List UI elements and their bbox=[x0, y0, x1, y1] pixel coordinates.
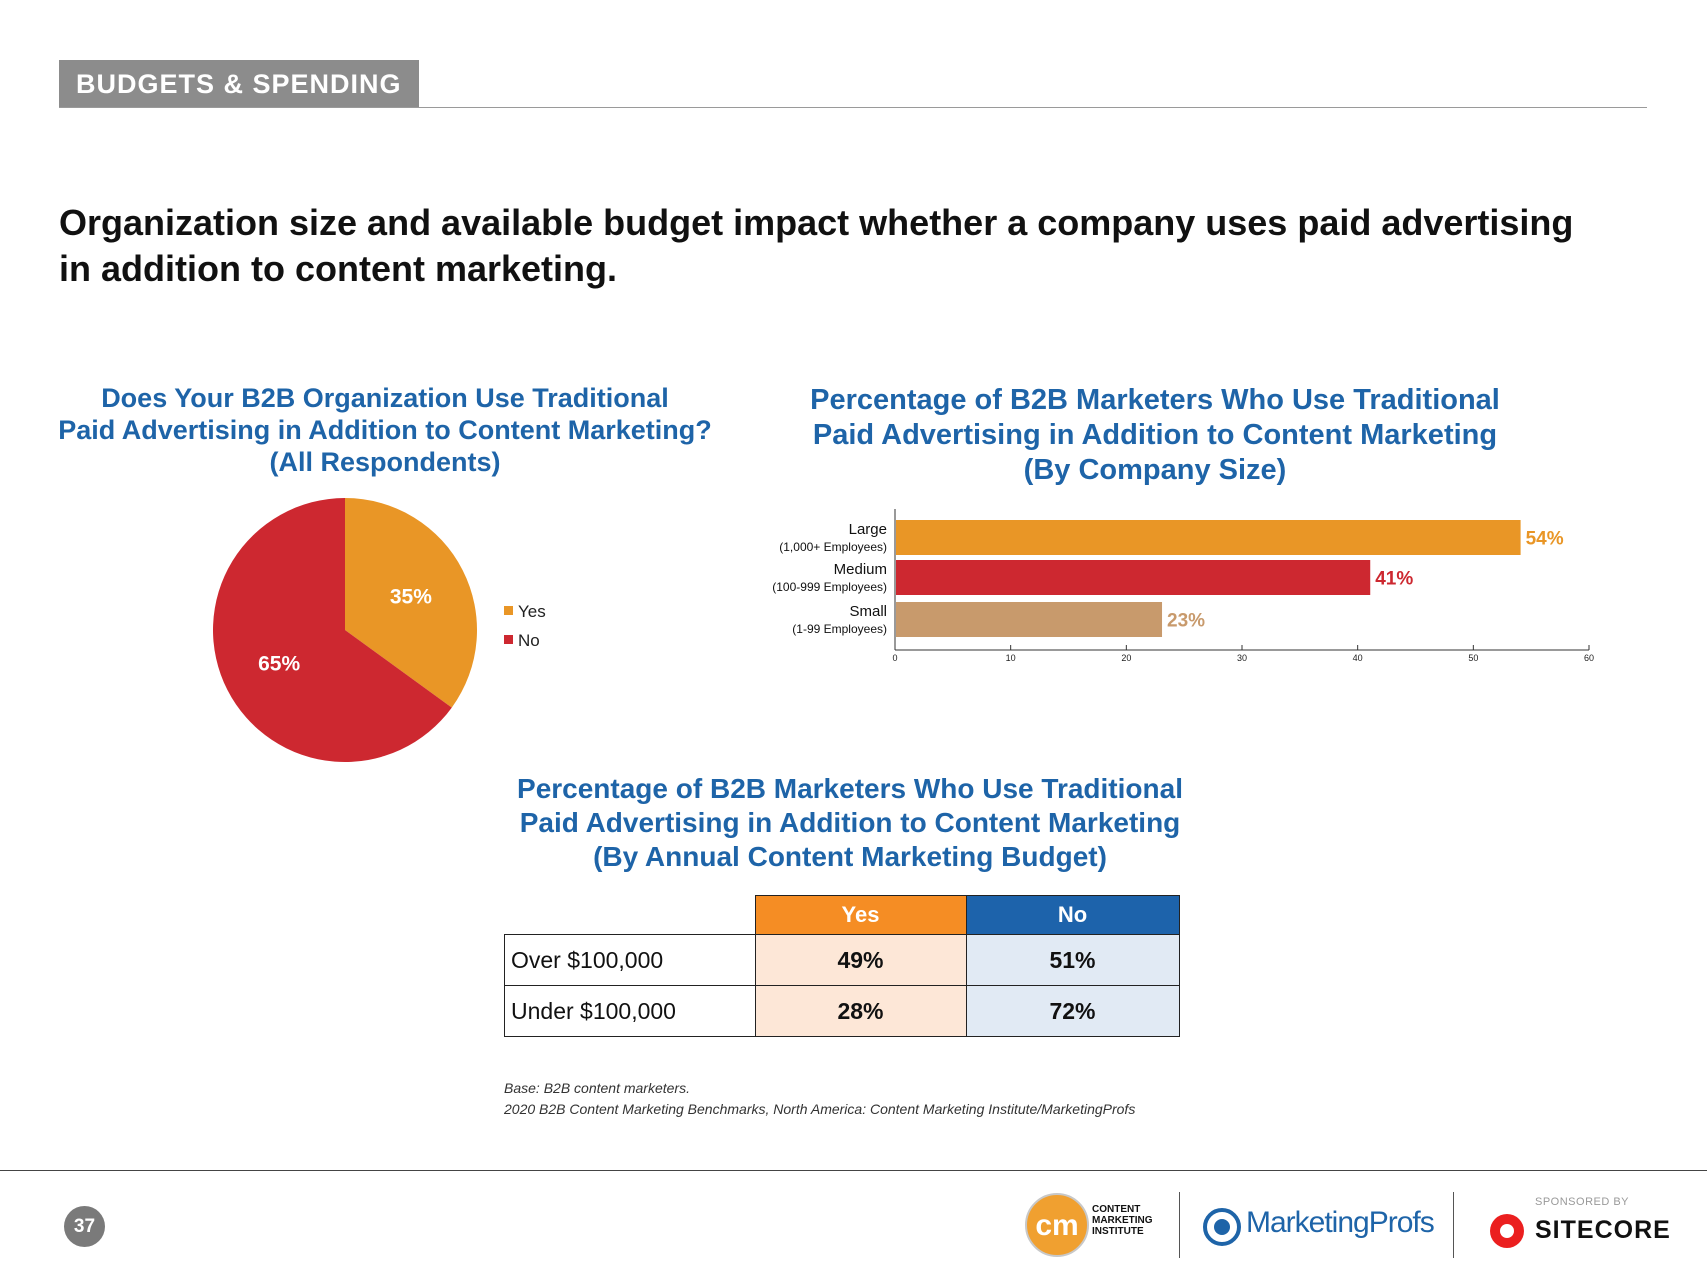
x-tick-label: 40 bbox=[1353, 653, 1363, 663]
source-base: Base: B2B content marketers. bbox=[504, 1080, 690, 1096]
category-sublabel: (1,000+ Employees) bbox=[779, 540, 887, 554]
table-row: Under $100,000 28% 72% bbox=[504, 985, 1180, 1037]
bar-title-line-1: Percentage of B2B Marketers Who Use Trad… bbox=[810, 384, 1500, 416]
bar-title-line-2: Paid Advertising in Addition to Content … bbox=[812, 419, 1498, 451]
cell-yes: 49% bbox=[754, 934, 967, 986]
category-sublabel: (1-99 Employees) bbox=[792, 622, 887, 636]
section-tag: BUDGETS & SPENDING bbox=[59, 60, 419, 108]
category-sublabel: (100-999 Employees) bbox=[772, 580, 887, 594]
bar-chart: 54% Large (1,000+ Employees) 41% Medium (100-… bbox=[772, 509, 1594, 663]
bar-small bbox=[896, 602, 1163, 637]
bar-chart-title: Percentage of B2B Marketers Who Use Trad… bbox=[790, 383, 1520, 488]
row-label: Over $100,000 bbox=[504, 934, 756, 986]
bar-value-label: 23% bbox=[1167, 611, 1205, 632]
table-header-row: Yes No bbox=[505, 895, 1180, 935]
section-divider bbox=[59, 107, 1647, 108]
source-citation: 2020 B2B Content Marketing Benchmarks, N… bbox=[504, 1101, 1136, 1117]
pie-chart-title: Does Your B2B Organization Use Tradition… bbox=[30, 382, 740, 478]
x-tick-label: 60 bbox=[1584, 653, 1594, 663]
cmi-logo-icon: cm bbox=[1025, 1193, 1089, 1257]
x-tick-label: 30 bbox=[1237, 653, 1247, 663]
cmi-mark: cm bbox=[1035, 1209, 1078, 1242]
x-tick-label: 0 bbox=[892, 653, 897, 663]
pie-title-line-1: Does Your B2B Organization Use Tradition… bbox=[101, 383, 669, 413]
footer-separator bbox=[1179, 1192, 1180, 1258]
table-title: Percentage of B2B Marketers Who Use Trad… bbox=[470, 772, 1230, 874]
cell-no: 72% bbox=[965, 985, 1180, 1037]
pie-title-line-3: (All Respondents) bbox=[269, 447, 501, 477]
bar-title-line-3: (By Company Size) bbox=[1023, 454, 1287, 486]
x-tick-label: 20 bbox=[1121, 653, 1131, 663]
pie-label-yes: 35% bbox=[390, 585, 432, 608]
footer-divider bbox=[0, 1170, 1707, 1171]
marketingprofs-icon bbox=[1203, 1208, 1241, 1246]
table-header-no: No bbox=[965, 895, 1180, 935]
category-label: Small bbox=[849, 603, 887, 620]
bar-value-label: 41% bbox=[1375, 569, 1413, 590]
cmi-wordmark: CONTENT MARKETING INSTITUTE bbox=[1092, 1204, 1153, 1237]
cmi-line-2: MARKETING bbox=[1092, 1215, 1153, 1226]
bar-large bbox=[896, 520, 1521, 555]
pie-slice-yes bbox=[345, 498, 477, 708]
cmi-line-1: CONTENT bbox=[1092, 1204, 1141, 1215]
sitecore-icon bbox=[1490, 1214, 1524, 1248]
marketingprofs-wordmark: MarketingProfs bbox=[1246, 1206, 1435, 1239]
table-title-line-3: (By Annual Content Marketing Budget) bbox=[593, 841, 1107, 872]
source-note: Base: B2B content marketers. 2020 B2B Co… bbox=[504, 1078, 1135, 1120]
row-label: Under $100,000 bbox=[504, 985, 756, 1037]
table-title-line-1: Percentage of B2B Marketers Who Use Trad… bbox=[517, 773, 1183, 804]
cell-no: 51% bbox=[965, 934, 1180, 986]
category-label: Medium bbox=[834, 561, 887, 578]
table-header-empty bbox=[505, 896, 756, 935]
bar-medium bbox=[896, 560, 1371, 595]
legend-swatch-yes bbox=[504, 606, 513, 615]
cell-yes: 28% bbox=[754, 985, 967, 1037]
headline-line-2: in addition to content marketing. bbox=[59, 248, 617, 289]
table-row: Over $100,000 49% 51% bbox=[504, 934, 1180, 986]
legend-swatch-no bbox=[504, 635, 513, 644]
category-label: Large bbox=[849, 521, 887, 538]
bar-value-label: 54% bbox=[1526, 529, 1564, 550]
cmi-logo: cm bbox=[1025, 1193, 1090, 1258]
legend-label-yes: Yes bbox=[518, 602, 546, 621]
x-tick-label: 10 bbox=[1006, 653, 1016, 663]
cmi-line-3: INSTITUTE bbox=[1092, 1226, 1144, 1237]
legend-label-no: No bbox=[518, 631, 540, 650]
headline: Organization size and available budget i… bbox=[59, 200, 1619, 292]
table-title-line-2: Paid Advertising in Addition to Content … bbox=[519, 807, 1181, 838]
pie-label-no: 65% bbox=[258, 653, 300, 676]
footer-separator bbox=[1453, 1192, 1454, 1258]
x-tick-label: 50 bbox=[1468, 653, 1478, 663]
table-header-yes: Yes bbox=[754, 895, 967, 935]
pie-slice-no bbox=[213, 498, 452, 762]
sitecore-wordmark: SITECORE bbox=[1535, 1216, 1671, 1244]
pie-chart: 35% 65% Yes No bbox=[213, 498, 546, 762]
pie-title-line-2: Paid Advertising in Addition to Content … bbox=[58, 415, 712, 445]
headline-line-1: Organization size and available budget i… bbox=[59, 202, 1574, 243]
budget-table: Yes No Over $100,000 49% 51% Under $100,… bbox=[504, 895, 1180, 1037]
page-number: 37 bbox=[64, 1206, 105, 1247]
sponsored-by-label: SPONSORED BY bbox=[1535, 1196, 1630, 1208]
